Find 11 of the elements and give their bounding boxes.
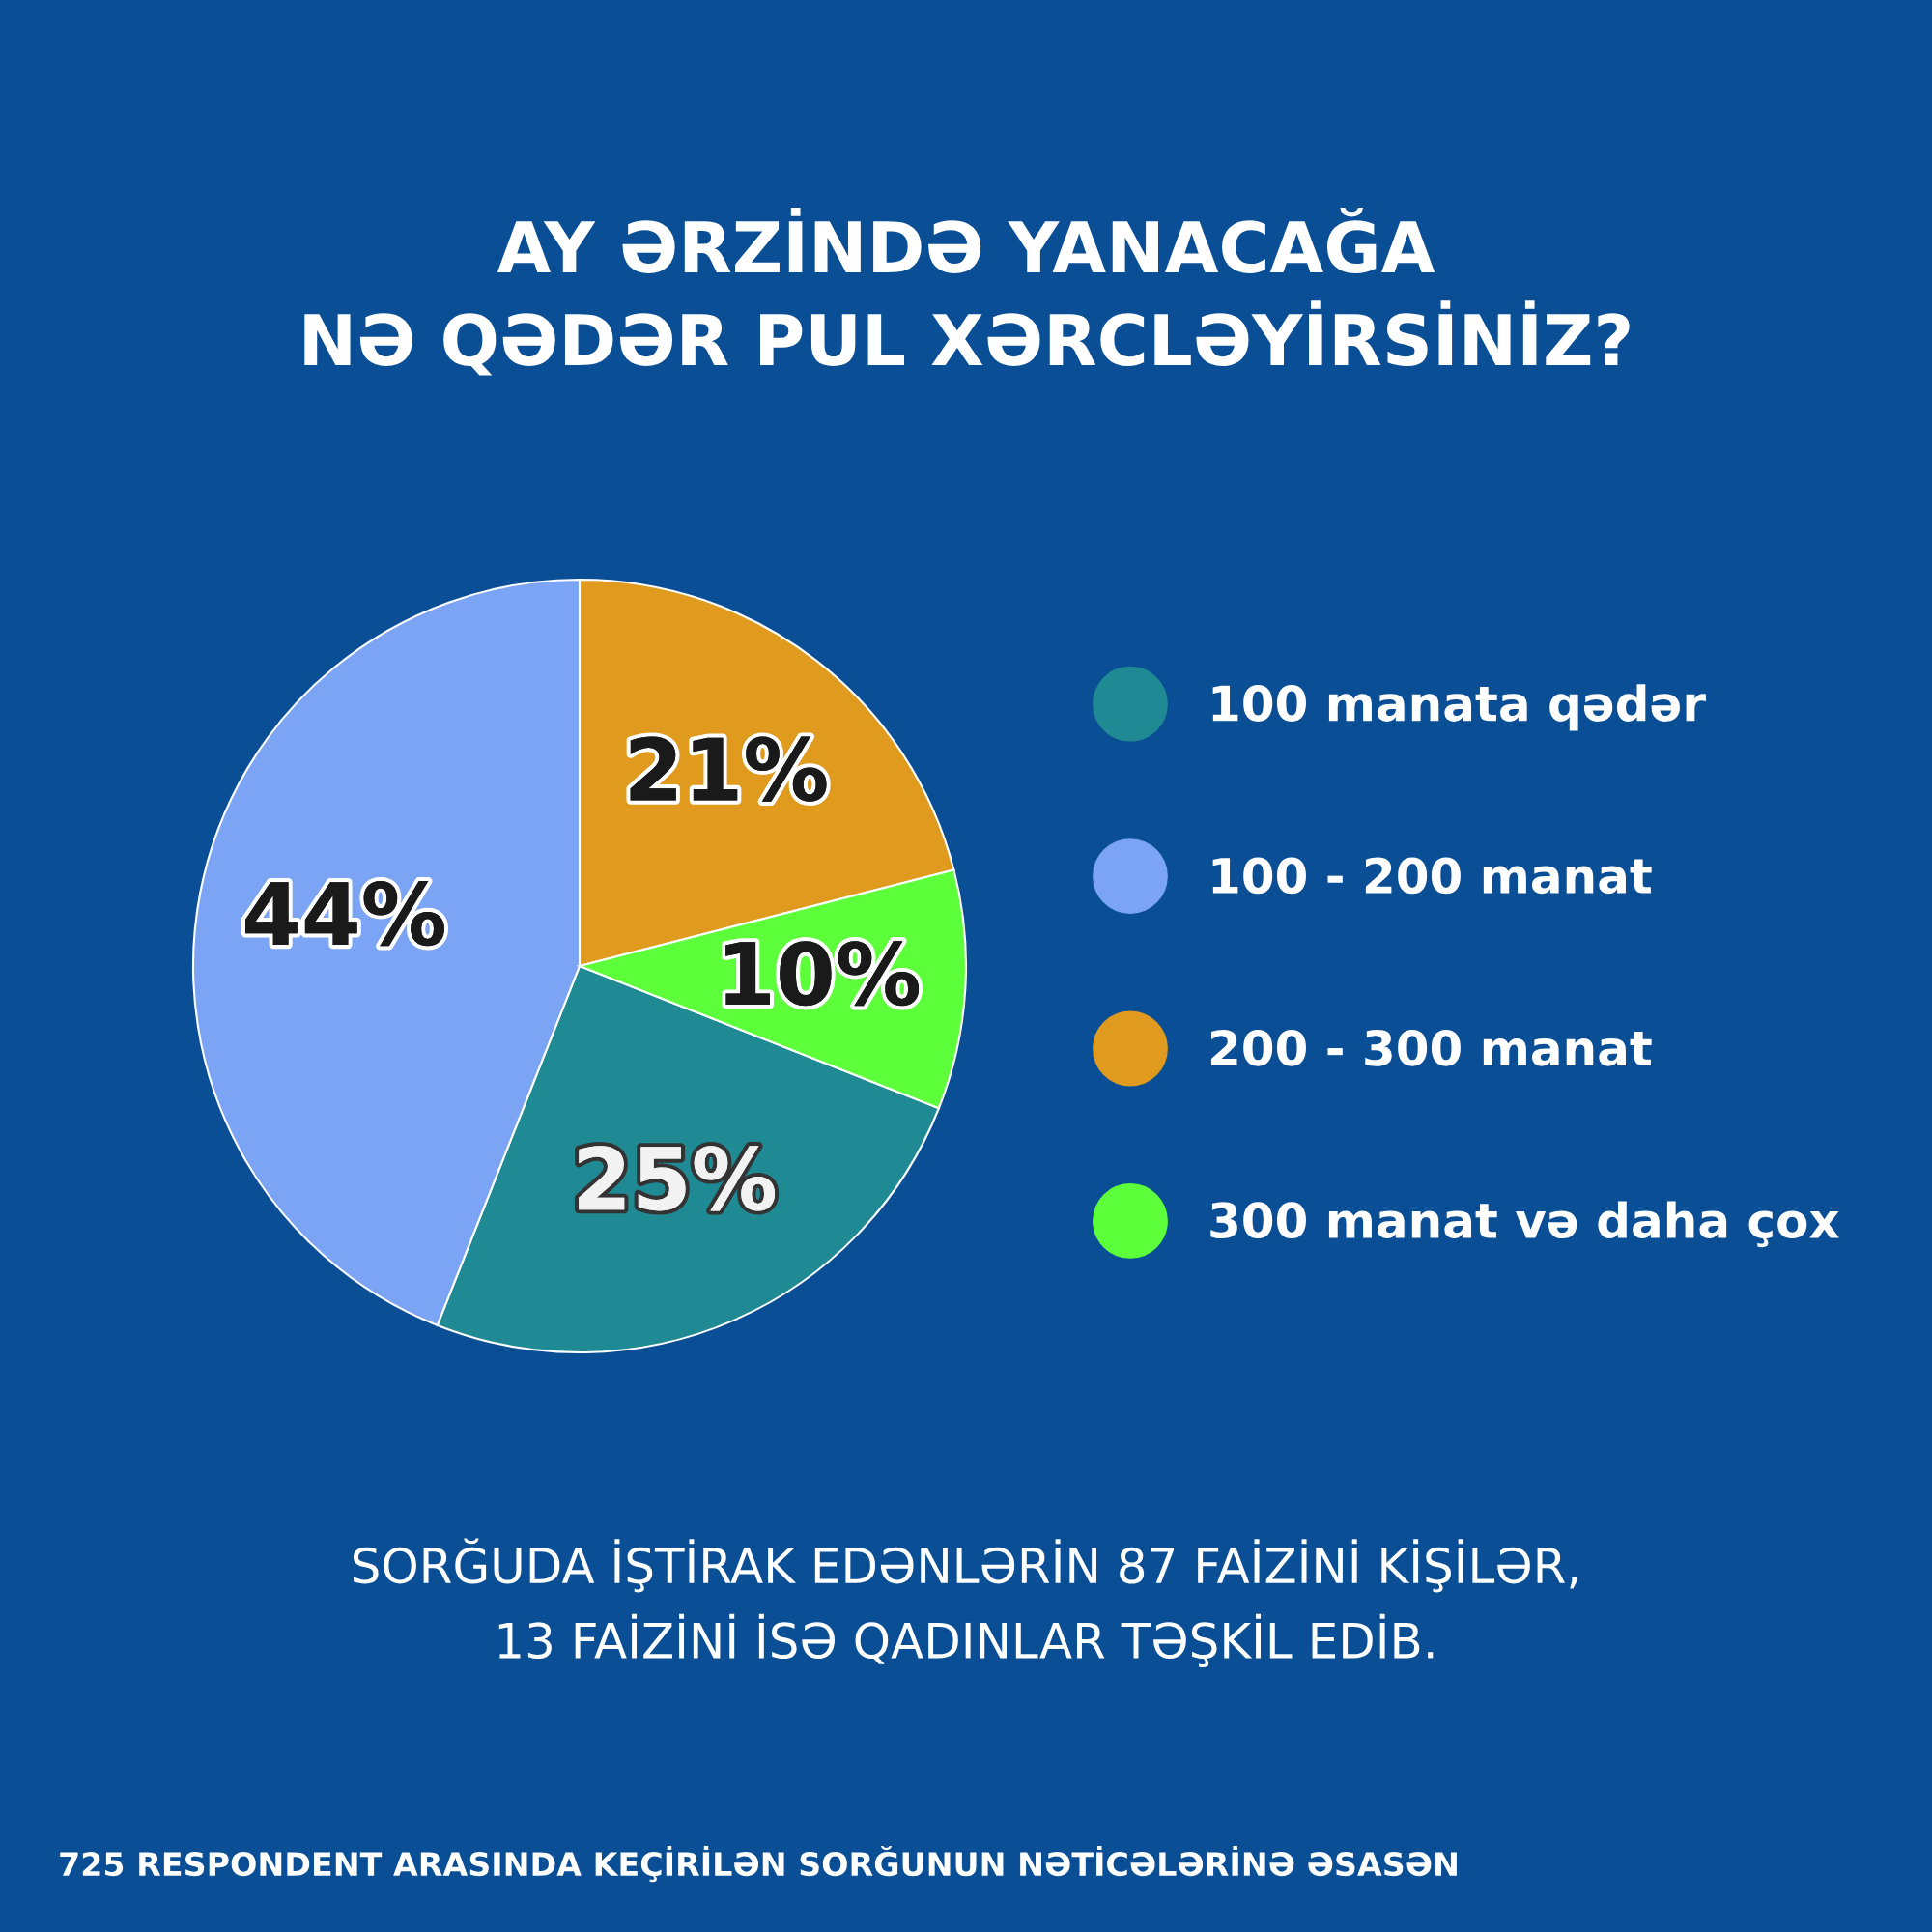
data-label: 25%: [579, 1146, 776, 1211]
data-label: 21%: [630, 736, 827, 802]
text: 725 RESPONDENT ARASINDA KEÇİRİLƏN SORĞUNUN NƏTİCƏLƏRİNƏ ƏSASƏN: [60, 1845, 1457, 1883]
text: SORĞUDA İŞTİRAK EDƏNLƏRİN 87 FAİZİNİ KİŞİLƏR, 13 FAİZİNİ İSƏ QADINLAR TƏŞKİL EDİB.: [353, 1538, 1577, 1668]
data-label: 44%: [245, 881, 444, 947]
legend-label: 100 manata qədər: [1212, 684, 1706, 731]
legend-label: 300 manat və daha çox: [1210, 1201, 1839, 1248]
legend-label: 100 - 200 manat: [1212, 857, 1652, 895]
chart-title: AY ƏRZİNDƏ YANACAĞA NƏ QƏDƏR PUL XƏRCLƏYİRSİNİZ?: [304, 208, 1630, 376]
data-label: 10%: [725, 941, 920, 1007]
legend-label: 200 - 300 manat: [1210, 1029, 1652, 1066]
